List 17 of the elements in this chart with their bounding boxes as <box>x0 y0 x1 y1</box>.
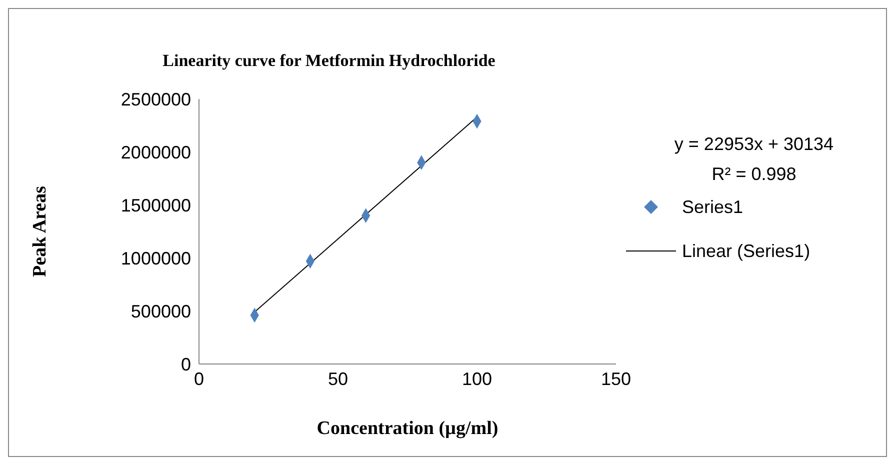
x-tick-label: 50 <box>328 368 348 389</box>
y-tick-label: 2500000 <box>120 89 191 110</box>
x-axis-title: Concentration (µg/ml) <box>316 418 498 439</box>
chart-title: Linearity curve for Metformin Hydrochloride <box>162 51 496 71</box>
legend-label: Linear (Series1) <box>682 240 810 262</box>
text: y = 22953x + 30134 <box>673 133 835 156</box>
text: R² = 0.998 <box>710 163 798 186</box>
y-axis-title: Peak Areas <box>30 186 51 277</box>
x-tick-label: 150 <box>600 368 632 389</box>
y-tick-label: 1000000 <box>120 248 191 268</box>
x-tick-label: 100 <box>462 368 492 389</box>
y-tick-label: 0 <box>180 354 191 374</box>
y-tick-label: 500000 <box>130 301 191 322</box>
y-tick-label: 2000000 <box>120 142 191 162</box>
y-tick-label: 1500000 <box>120 195 191 216</box>
x-tick-label: 0 <box>194 368 204 389</box>
legend-label: Series1 <box>682 196 744 218</box>
